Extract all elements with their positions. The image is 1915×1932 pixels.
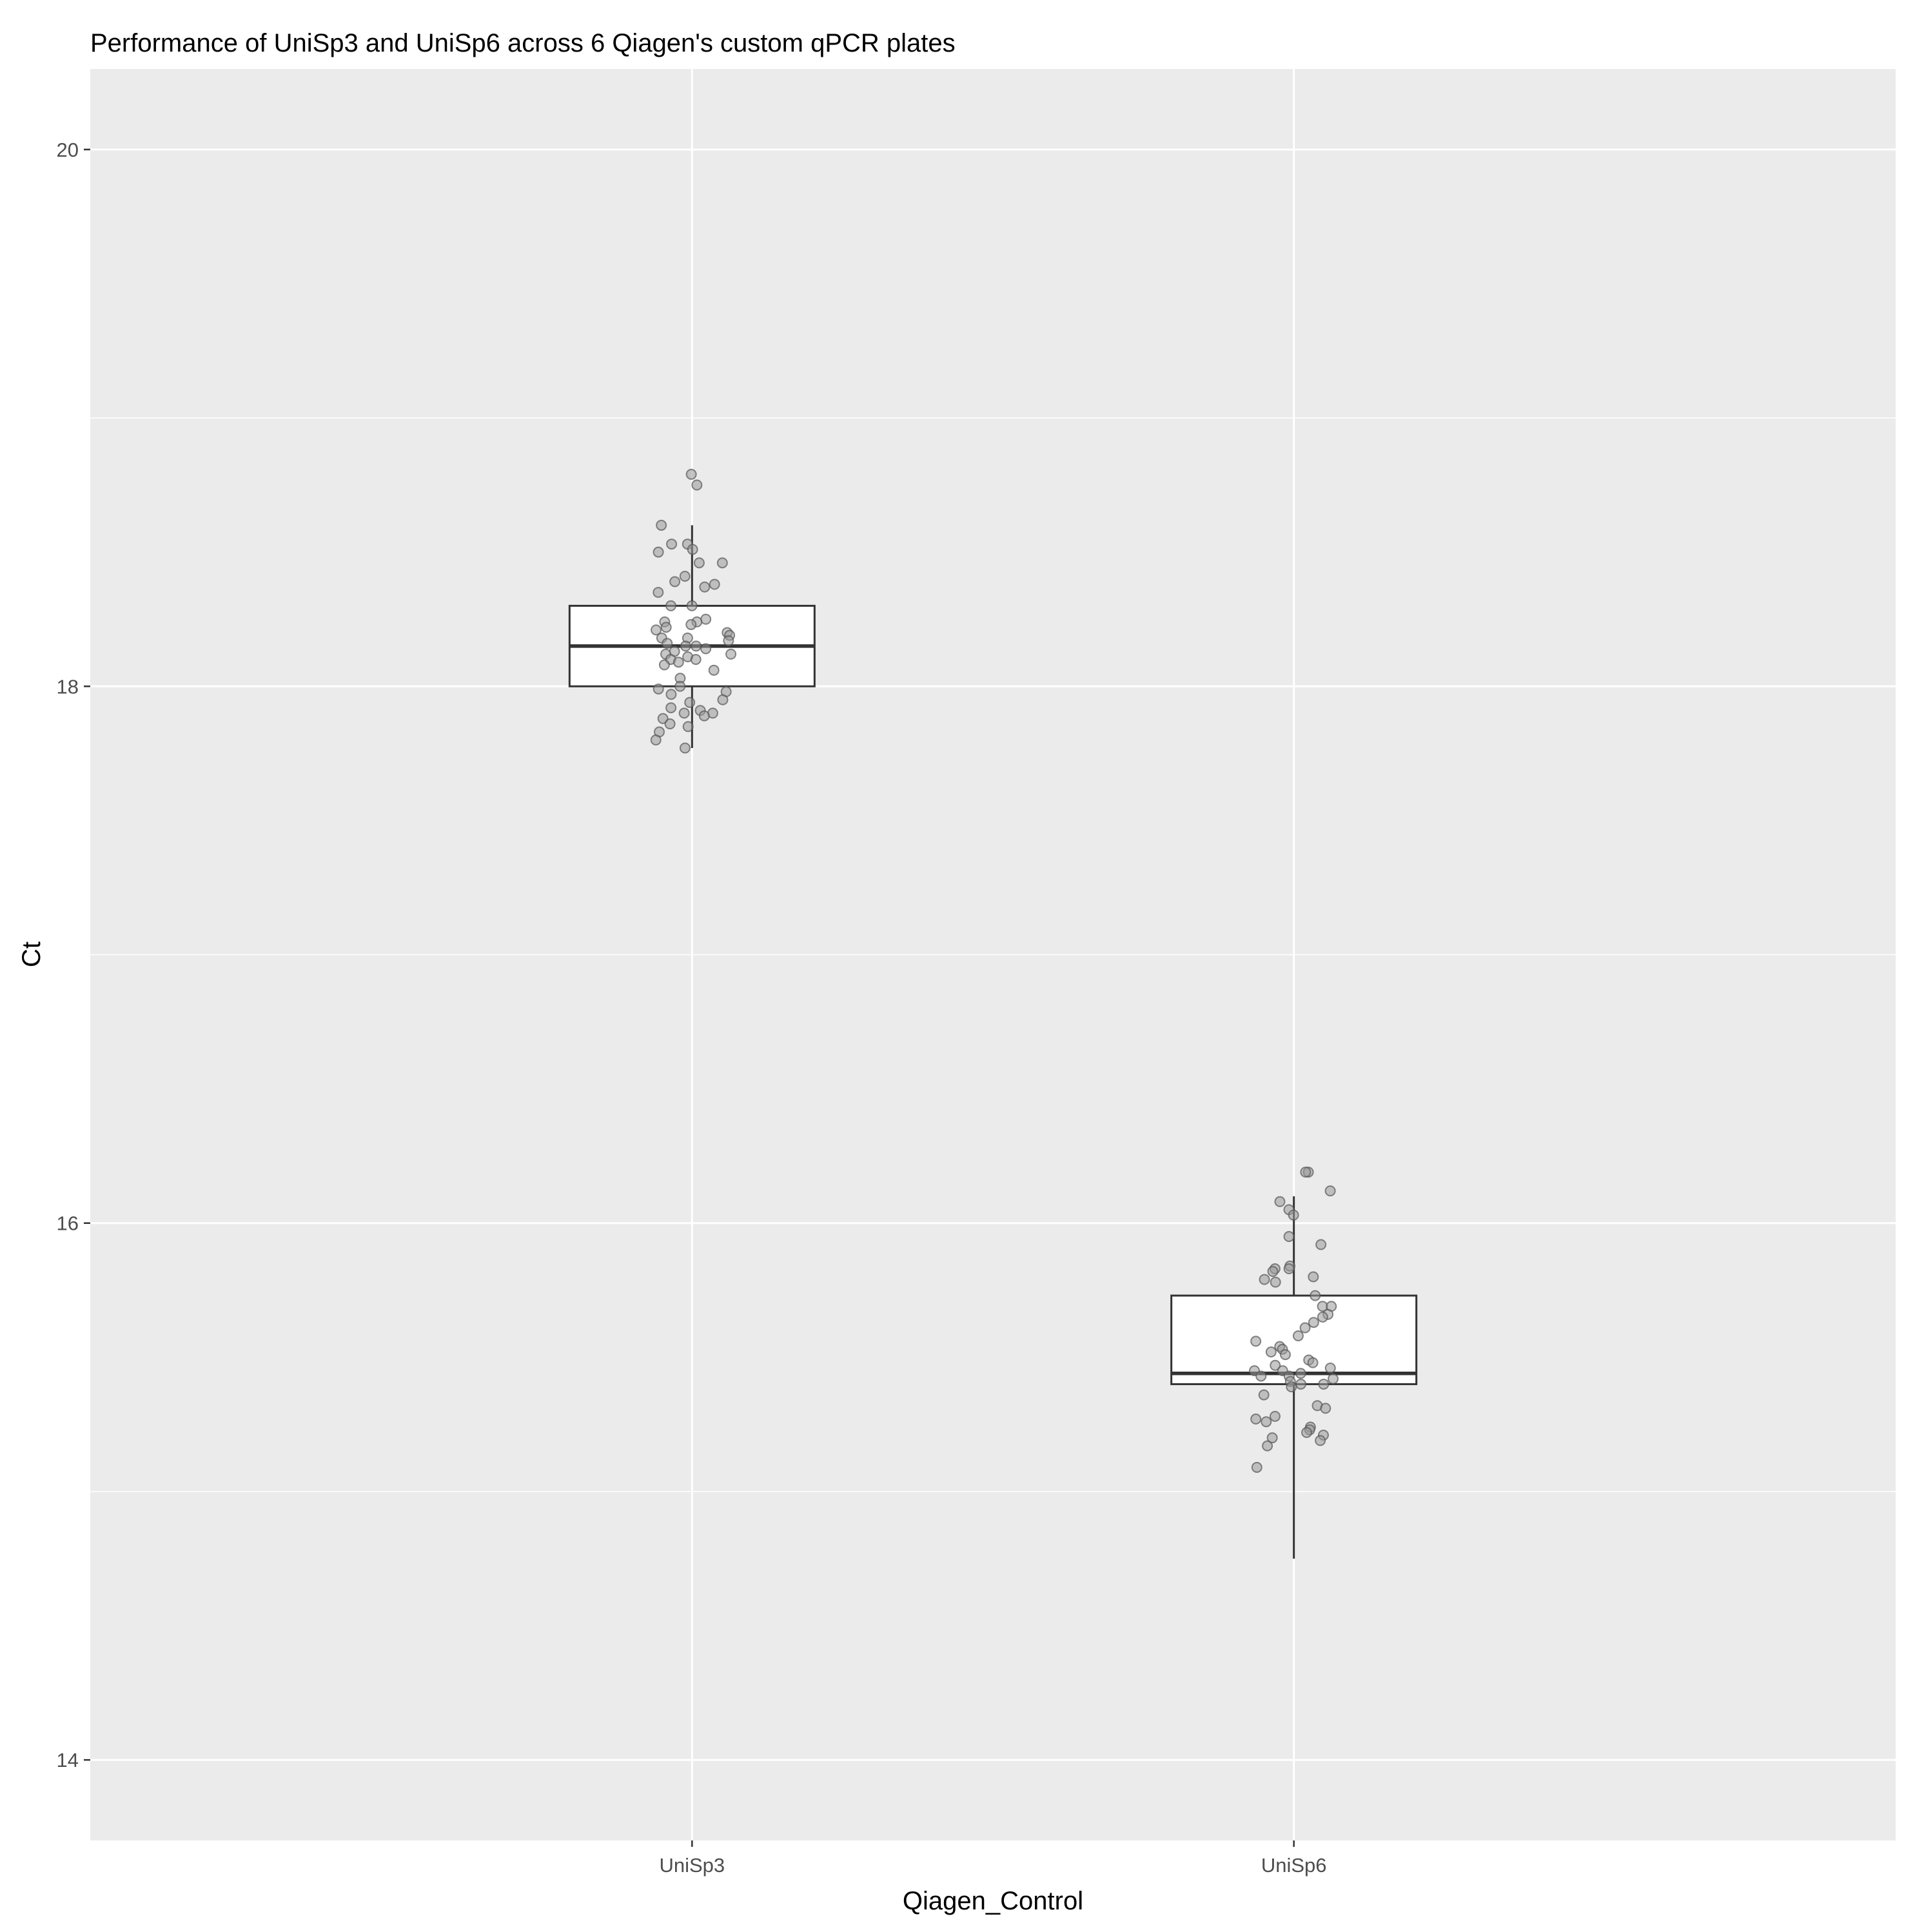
data-point xyxy=(1270,1359,1281,1371)
data-point xyxy=(690,654,702,665)
data-point xyxy=(679,571,691,582)
data-point xyxy=(1258,1389,1270,1401)
data-point xyxy=(1266,1432,1278,1444)
data-point xyxy=(650,734,662,746)
data-point xyxy=(1327,1373,1339,1385)
data-point xyxy=(660,622,672,633)
data-point xyxy=(1307,1357,1319,1368)
y-tick-label: 18 xyxy=(57,675,79,698)
data-point xyxy=(684,696,696,708)
data-point xyxy=(709,578,720,590)
data-point xyxy=(674,680,686,692)
y-tick-label: 20 xyxy=(57,139,79,161)
data-point xyxy=(700,643,712,655)
x-tick-label: UniSp3 xyxy=(659,1854,725,1877)
data-point xyxy=(1267,1266,1279,1277)
data-point xyxy=(653,683,664,695)
plot-area: 14 16 18 20 UniSp3 UniSp6 xyxy=(57,69,1896,1877)
data-point xyxy=(651,624,662,636)
y-axis-title: Ct xyxy=(17,941,46,967)
data-point xyxy=(1320,1403,1331,1414)
data-point xyxy=(1288,1209,1299,1221)
data-point xyxy=(698,710,710,722)
data-point xyxy=(1324,1185,1336,1197)
data-point xyxy=(1262,1440,1273,1452)
data-point xyxy=(1295,1368,1306,1379)
data-point xyxy=(1279,1349,1291,1361)
data-point xyxy=(1283,1263,1295,1274)
data-point xyxy=(1270,1276,1281,1288)
data-point xyxy=(1265,1346,1277,1357)
x-tick-label: UniSp6 xyxy=(1261,1854,1327,1877)
data-point xyxy=(666,538,678,550)
data-point xyxy=(656,520,667,531)
data-point xyxy=(699,581,711,593)
data-point xyxy=(1315,1239,1327,1250)
data-point xyxy=(665,702,677,714)
data-point xyxy=(1292,1330,1304,1342)
data-point xyxy=(1324,1362,1336,1374)
data-point xyxy=(708,664,720,676)
data-point xyxy=(723,635,734,647)
data-point xyxy=(1269,1410,1281,1422)
x-axis-title: Qiagen_Control xyxy=(903,1887,1083,1915)
data-point xyxy=(685,468,697,480)
data-point xyxy=(1308,1271,1319,1283)
chart-title: Performance of UniSp3 and UniSp6 across … xyxy=(90,29,956,57)
data-point xyxy=(669,576,681,587)
data-point xyxy=(1250,1414,1262,1425)
data-point xyxy=(682,721,694,733)
data-point xyxy=(1295,1378,1307,1390)
data-point xyxy=(653,546,664,558)
data-point xyxy=(686,600,698,611)
data-point xyxy=(717,694,729,705)
data-point xyxy=(700,613,712,625)
data-point xyxy=(1250,1336,1262,1347)
data-point xyxy=(1300,1167,1311,1178)
data-point xyxy=(693,557,705,569)
box xyxy=(1170,1294,1418,1385)
data-point xyxy=(1251,1461,1262,1473)
data-point xyxy=(1274,1196,1286,1207)
data-point xyxy=(665,689,677,700)
data-point xyxy=(716,557,728,569)
data-point xyxy=(691,479,703,491)
data-point xyxy=(1301,1426,1313,1438)
data-point xyxy=(1261,1416,1272,1428)
data-point xyxy=(1255,1370,1267,1382)
data-point xyxy=(1318,1378,1330,1390)
data-point xyxy=(662,638,673,649)
data-point xyxy=(1308,1317,1319,1328)
data-point xyxy=(1259,1274,1270,1285)
data-point xyxy=(1299,1322,1311,1334)
data-point xyxy=(687,544,698,555)
data-point xyxy=(678,707,690,719)
data-point xyxy=(679,742,691,754)
data-point xyxy=(725,648,737,660)
data-point xyxy=(680,640,691,652)
data-point xyxy=(664,718,676,730)
data-point xyxy=(1317,1311,1328,1323)
data-point xyxy=(685,619,697,631)
y-tick-label: 14 xyxy=(57,1749,79,1771)
data-point xyxy=(691,640,702,652)
data-point xyxy=(1310,1290,1321,1301)
data-point xyxy=(658,659,670,671)
data-point xyxy=(1283,1231,1295,1243)
data-point xyxy=(673,656,684,668)
data-point xyxy=(1315,1435,1326,1446)
data-point xyxy=(653,587,664,598)
data-point xyxy=(665,600,676,611)
data-point xyxy=(1286,1381,1297,1393)
y-tick-label: 16 xyxy=(57,1212,79,1235)
